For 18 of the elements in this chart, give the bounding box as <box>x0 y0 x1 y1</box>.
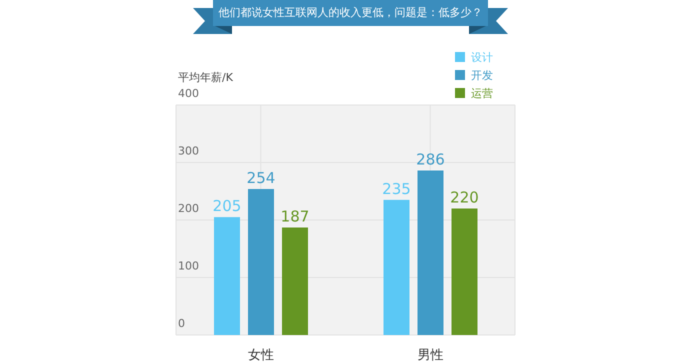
legend-label: 设计 <box>471 50 493 64</box>
data-label: 205 <box>212 197 242 216</box>
legend-label: 开发 <box>471 68 493 82</box>
chart-title: 他们都说女性互联网人的收入更低，问题是：低多少？ <box>213 0 488 26</box>
data-label: 187 <box>280 207 310 226</box>
legend-label: 运营 <box>471 86 493 100</box>
data-label: 220 <box>450 188 479 206</box>
y-tick-label: 200 <box>178 202 199 215</box>
y-tick-label: 400 <box>178 87 199 100</box>
data-label: 235 <box>382 180 411 198</box>
data-label: 254 <box>246 168 276 187</box>
y-axis-title: 平均年薪/K <box>178 70 233 85</box>
y-tick-label: 300 <box>178 144 199 158</box>
x-tick-label: 男性 <box>417 348 444 363</box>
y-tick-label: 100 <box>178 260 199 272</box>
y-tick-label: 0 <box>178 317 185 330</box>
data-label: 286 <box>416 150 445 169</box>
x-tick-label: 女性 <box>248 348 274 363</box>
